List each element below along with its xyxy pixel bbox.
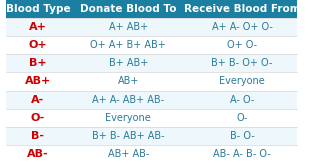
Text: Blood Type: Blood Type	[6, 4, 70, 14]
Text: A+ A- O+ O-: A+ A- O+ O-	[211, 22, 272, 32]
FancyBboxPatch shape	[6, 145, 70, 163]
FancyBboxPatch shape	[70, 91, 187, 109]
FancyBboxPatch shape	[187, 54, 297, 72]
FancyBboxPatch shape	[70, 0, 187, 18]
FancyBboxPatch shape	[187, 36, 297, 54]
FancyBboxPatch shape	[6, 18, 70, 36]
FancyBboxPatch shape	[70, 36, 187, 54]
FancyBboxPatch shape	[6, 54, 70, 72]
FancyBboxPatch shape	[70, 18, 187, 36]
FancyBboxPatch shape	[70, 72, 187, 91]
FancyBboxPatch shape	[6, 36, 70, 54]
FancyBboxPatch shape	[187, 109, 297, 127]
FancyBboxPatch shape	[6, 72, 70, 91]
Text: O-: O-	[31, 113, 45, 123]
Text: O-: O-	[236, 113, 248, 123]
Text: Everyone: Everyone	[219, 76, 265, 87]
Text: Everyone: Everyone	[105, 113, 151, 123]
Text: Donate Blood To: Donate Blood To	[80, 4, 176, 14]
FancyBboxPatch shape	[70, 145, 187, 163]
FancyBboxPatch shape	[187, 72, 297, 91]
Text: O+: O+	[29, 40, 47, 50]
Text: O+ A+ B+ AB+: O+ A+ B+ AB+	[91, 40, 166, 50]
Text: A+ AB+: A+ AB+	[109, 22, 148, 32]
FancyBboxPatch shape	[70, 54, 187, 72]
Text: B+: B+	[29, 58, 47, 68]
FancyBboxPatch shape	[70, 127, 187, 145]
Text: AB+ AB-: AB+ AB-	[108, 149, 149, 159]
Text: B+ B- AB+ AB-: B+ B- AB+ AB-	[92, 131, 165, 141]
FancyBboxPatch shape	[6, 91, 70, 109]
FancyBboxPatch shape	[6, 109, 70, 127]
Text: O+ O-: O+ O-	[227, 40, 257, 50]
FancyBboxPatch shape	[187, 127, 297, 145]
Text: A+ A- AB+ AB-: A+ A- AB+ AB-	[92, 95, 164, 105]
FancyBboxPatch shape	[187, 91, 297, 109]
Text: AB+: AB+	[117, 76, 139, 87]
Text: AB- A- B- O-: AB- A- B- O-	[213, 149, 271, 159]
FancyBboxPatch shape	[6, 0, 70, 18]
Text: AB-: AB-	[27, 149, 49, 159]
Text: B+ AB+: B+ AB+	[109, 58, 148, 68]
Text: B- O-: B- O-	[230, 131, 254, 141]
FancyBboxPatch shape	[6, 127, 70, 145]
Text: B+ B- O+ O-: B+ B- O+ O-	[211, 58, 273, 68]
Text: AB+: AB+	[25, 76, 51, 87]
FancyBboxPatch shape	[187, 0, 297, 18]
FancyBboxPatch shape	[70, 109, 187, 127]
FancyBboxPatch shape	[187, 145, 297, 163]
Text: A- O-: A- O-	[230, 95, 254, 105]
Text: Receive Blood From: Receive Blood From	[184, 4, 300, 14]
Text: A+: A+	[29, 22, 47, 32]
FancyBboxPatch shape	[187, 18, 297, 36]
Text: B-: B-	[31, 131, 44, 141]
Text: A-: A-	[31, 95, 45, 105]
